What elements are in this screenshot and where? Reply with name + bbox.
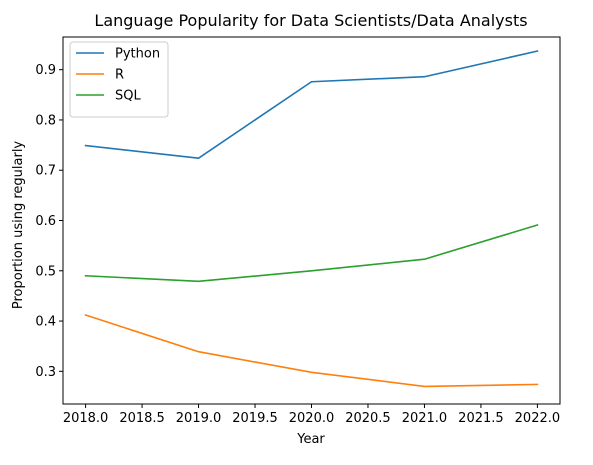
y-axis-label: Proportion using regularly (11, 141, 26, 310)
y-tick-label: 0.3 (35, 365, 56, 380)
x-axis-label: Year (296, 432, 325, 447)
series-line-r (84, 314, 539, 388)
legend-label-python: Python (115, 47, 160, 62)
legend-label-r: R (115, 68, 124, 83)
y-tick-label: 0.6 (35, 214, 56, 229)
x-tick-label: 2022.0 (515, 411, 561, 426)
x-tick-label: 2019.0 (176, 411, 222, 426)
y-tick-label: 0.9 (35, 63, 56, 78)
plot-area (84, 50, 539, 388)
x-tick-label: 2018.0 (63, 411, 109, 426)
series-line-python (84, 50, 539, 159)
x-tick-label: 2020.0 (289, 411, 335, 426)
y-tick-label: 0.5 (35, 264, 56, 279)
y-tick-label: 0.4 (35, 315, 56, 330)
chart-title: Language Popularity for Data Scientists/… (94, 11, 527, 30)
x-tick-label: 2019.5 (232, 411, 278, 426)
legend-label-sql: SQL (115, 89, 141, 104)
axes: 2018.0 2018.5 2019.0 2019.5 2020.0 2020.5 2021… (35, 36, 561, 426)
y-tick-label: 0.8 (35, 113, 56, 128)
x-tick-label: 2018.5 (119, 411, 165, 426)
x-tick-label: 2020.5 (345, 411, 391, 426)
legend: Python R SQL (69, 41, 169, 118)
x-tick-label: 2021.5 (458, 411, 504, 426)
legend-box (69, 41, 169, 118)
y-tick-label: 0.7 (35, 164, 56, 179)
x-tick-label: 2021.0 (402, 411, 448, 426)
series-line-sql (84, 224, 539, 283)
